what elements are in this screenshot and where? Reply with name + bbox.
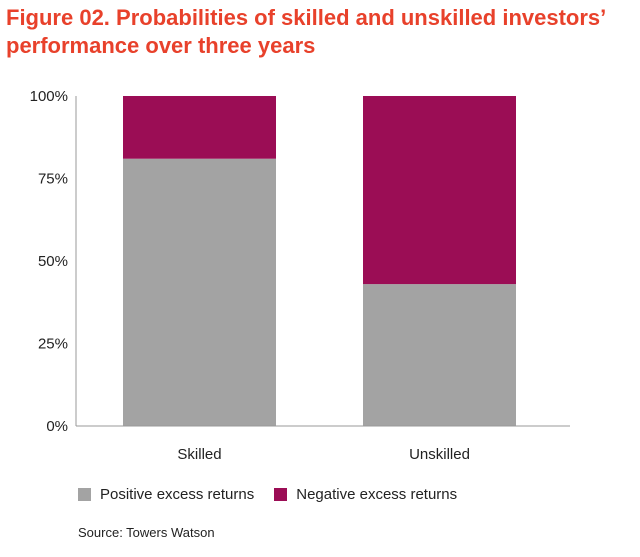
bar-positive-unskilled xyxy=(363,284,516,426)
x-category-label: Unskilled xyxy=(409,446,470,463)
legend-label-negative: Negative excess returns xyxy=(296,486,458,503)
chart-legend: Positive excess returns Negative excess … xyxy=(78,486,477,503)
chart-title-line-2: performance over three years xyxy=(6,33,316,58)
legend-item-negative: Negative excess returns xyxy=(274,486,457,503)
bar-positive-skilled xyxy=(123,158,276,426)
legend-item-positive: Positive excess returns xyxy=(78,486,254,503)
y-tick-label: 75% xyxy=(38,171,68,188)
bar-negative-skilled xyxy=(123,96,276,159)
legend-swatch-positive xyxy=(78,488,91,501)
bar-negative-unskilled xyxy=(363,96,516,285)
y-tick-label: 50% xyxy=(38,253,68,270)
x-category-label: Skilled xyxy=(177,446,221,463)
chart-title: Figure 02. Probabilities of skilled and … xyxy=(6,4,634,60)
y-tick-label: 25% xyxy=(38,336,68,353)
source-note: Source: Towers Watson xyxy=(78,525,215,540)
chart-title-line-1: Figure 02. Probabilities of skilled and … xyxy=(6,5,607,30)
stacked-bar-chart: 0% 25% 50% 75% 100% Skilled Unskilled xyxy=(30,88,570,463)
y-tick-label: 100% xyxy=(30,88,68,105)
y-tick-label: 0% xyxy=(46,418,68,435)
legend-swatch-negative xyxy=(274,488,288,501)
legend-label-positive: Positive excess returns xyxy=(100,486,255,503)
